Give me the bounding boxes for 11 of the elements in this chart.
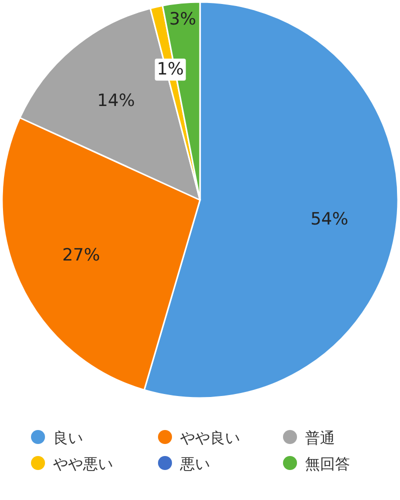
legend-label: 良い	[53, 429, 83, 447]
legend-label: 悪い	[179, 455, 210, 473]
data-label: 3%	[169, 10, 196, 30]
legend-label: 普通	[305, 429, 335, 447]
data-label: 14%	[97, 90, 135, 111]
data-label: 27%	[62, 245, 100, 266]
data-label: 1%	[156, 60, 184, 80]
data-label: 54%	[310, 210, 348, 230]
legend-label: 無回答	[305, 455, 350, 473]
legend-label: やや良い	[180, 429, 240, 447]
legend-label: やや悪い	[53, 455, 113, 473]
